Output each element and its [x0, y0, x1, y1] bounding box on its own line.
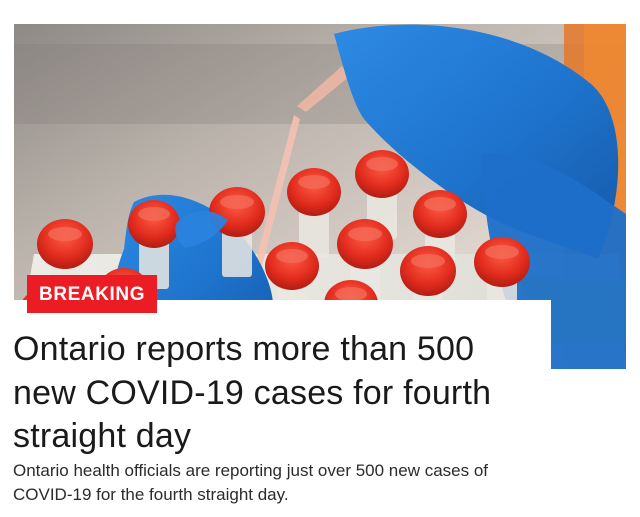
breaking-badge: BREAKING	[27, 275, 158, 313]
article-text-card[interactable]	[0, 300, 551, 517]
article-headline[interactable]: Ontario reports more than 500 new COVID-…	[13, 330, 492, 456]
article-summary[interactable]: Ontario health officials are reporting j…	[13, 461, 489, 504]
